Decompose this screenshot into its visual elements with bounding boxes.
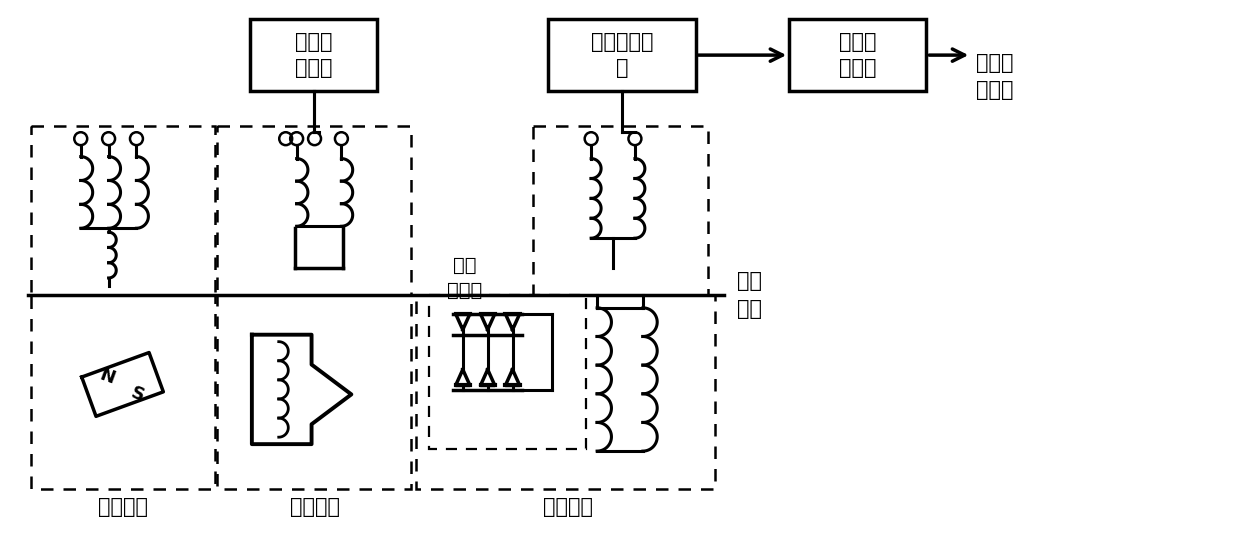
Text: N: N <box>98 365 118 388</box>
Text: 转子位
置信息: 转子位 置信息 <box>976 53 1013 100</box>
Bar <box>429 295 587 449</box>
Bar <box>548 19 696 91</box>
Bar <box>31 126 215 295</box>
Text: 主励磁机: 主励磁机 <box>290 497 340 517</box>
Text: 定子: 定子 <box>738 271 763 291</box>
Text: S: S <box>128 384 146 405</box>
Bar <box>217 126 412 295</box>
Text: 旋转
整流器: 旋转 整流器 <box>448 256 482 300</box>
Text: 信号处
理模块: 信号处 理模块 <box>839 32 877 78</box>
Text: 副励磁机: 副励磁机 <box>98 497 148 517</box>
Text: 主发电机: 主发电机 <box>543 497 593 517</box>
Text: 转子: 转子 <box>738 299 763 319</box>
Bar <box>31 295 215 489</box>
Bar <box>533 126 708 295</box>
Text: 信号采集模
块: 信号采集模 块 <box>590 32 653 78</box>
Text: 单相交
流电源: 单相交 流电源 <box>295 32 332 78</box>
Bar <box>789 19 926 91</box>
Bar <box>217 295 412 489</box>
Bar <box>250 19 377 91</box>
Bar <box>417 295 714 489</box>
